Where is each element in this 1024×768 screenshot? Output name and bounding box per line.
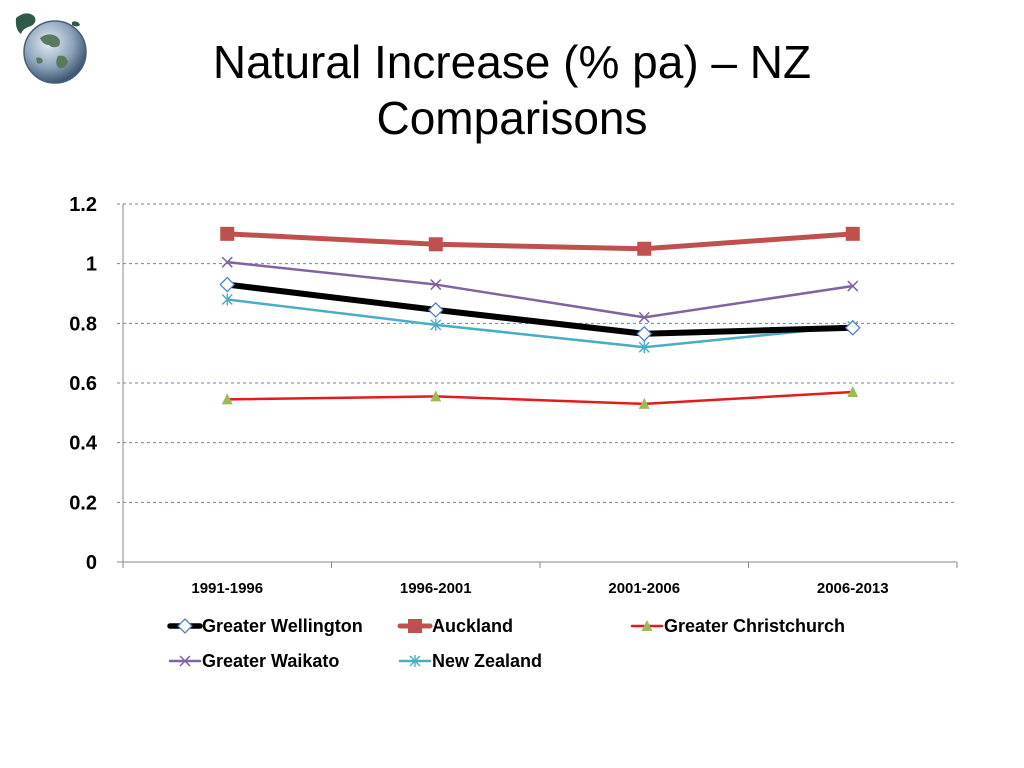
series-greater-waikato — [221, 256, 859, 323]
data-point — [221, 393, 233, 405]
y-tick-label: 0.6 — [69, 373, 97, 395]
data-point — [638, 397, 650, 409]
title-line-2: Comparisons — [376, 92, 648, 144]
legend-item-new-zealand: New Zealand — [398, 651, 542, 671]
y-tick-label: 1 — [86, 254, 97, 276]
data-point — [427, 301, 444, 318]
legend-item-greater-christchurch: Greater Christchurch — [630, 616, 845, 636]
data-point — [428, 237, 443, 252]
x-tick-label: 1991-1996 — [191, 580, 263, 597]
legend-label: Greater Wellington — [202, 616, 363, 636]
y-tick-label: 0.2 — [69, 492, 97, 514]
marker-stroke — [179, 655, 191, 667]
legend-item-auckland: Auckland — [397, 616, 513, 636]
data-point — [221, 293, 233, 306]
data-point — [219, 276, 236, 293]
marker-stroke — [847, 280, 859, 292]
legend: Greater Wellington Auckland Greater Christ… — [167, 616, 845, 671]
data-point — [638, 311, 650, 323]
legend-item-greater-wellington: Greater Wellington — [167, 616, 363, 636]
legend-label: Greater Waikato — [202, 651, 339, 671]
x-tick-label: 1996-2001 — [400, 580, 472, 597]
legend-label: Greater Christchurch — [664, 616, 845, 636]
marker-stroke — [638, 311, 650, 323]
data-point — [637, 241, 652, 256]
globe-logo-icon — [10, 8, 90, 86]
legend-marker — [409, 655, 421, 667]
data-point — [430, 279, 442, 291]
y-tick-label: 0.8 — [69, 313, 97, 335]
y-tick-label: 1.2 — [69, 194, 97, 216]
legend-marker — [179, 655, 191, 667]
y-tick-label: 0.4 — [69, 433, 98, 455]
series-line — [226, 260, 854, 319]
marker-stroke — [221, 256, 233, 268]
series-line — [226, 298, 854, 349]
data-point — [845, 226, 860, 241]
data-point — [430, 318, 442, 331]
data-point — [636, 325, 653, 342]
legend-label: New Zealand — [432, 651, 542, 671]
series-line — [224, 281, 856, 337]
y-tick-label: 0 — [86, 552, 97, 574]
gridlines — [117, 203, 957, 503]
series-greater-wellington — [219, 276, 861, 342]
data-point — [847, 280, 859, 292]
data-point — [221, 256, 233, 268]
x-tick-label: 2001-2006 — [608, 580, 680, 597]
data-point — [220, 226, 235, 241]
legend-marker — [408, 619, 422, 633]
series-greater-christchurch — [221, 385, 859, 409]
series-line — [224, 231, 856, 252]
series-lines — [219, 226, 861, 409]
data-point — [430, 390, 442, 402]
series-line — [226, 390, 854, 406]
data-point — [638, 341, 650, 354]
x-tick-label: 2006-2013 — [817, 580, 889, 597]
data-point — [844, 319, 861, 336]
title-line-1: Natural Increase (% pa) – NZ — [212, 36, 812, 88]
legend-marker — [177, 618, 193, 634]
data-point — [847, 385, 859, 397]
page-title: Natural Increase (% pa) – NZ Comparisons — [120, 34, 904, 146]
marker-stroke — [430, 279, 442, 291]
axes: 0 0.2 0.4 0.6 0.8 1 1.2 1991-1996 1996-2001 2001-… — [69, 194, 958, 597]
legend-item-greater-waikato: Greater Waikato — [168, 651, 339, 671]
legend-label: Auckland — [432, 616, 513, 636]
series-auckland — [220, 226, 860, 256]
legend-marker — [641, 620, 653, 631]
